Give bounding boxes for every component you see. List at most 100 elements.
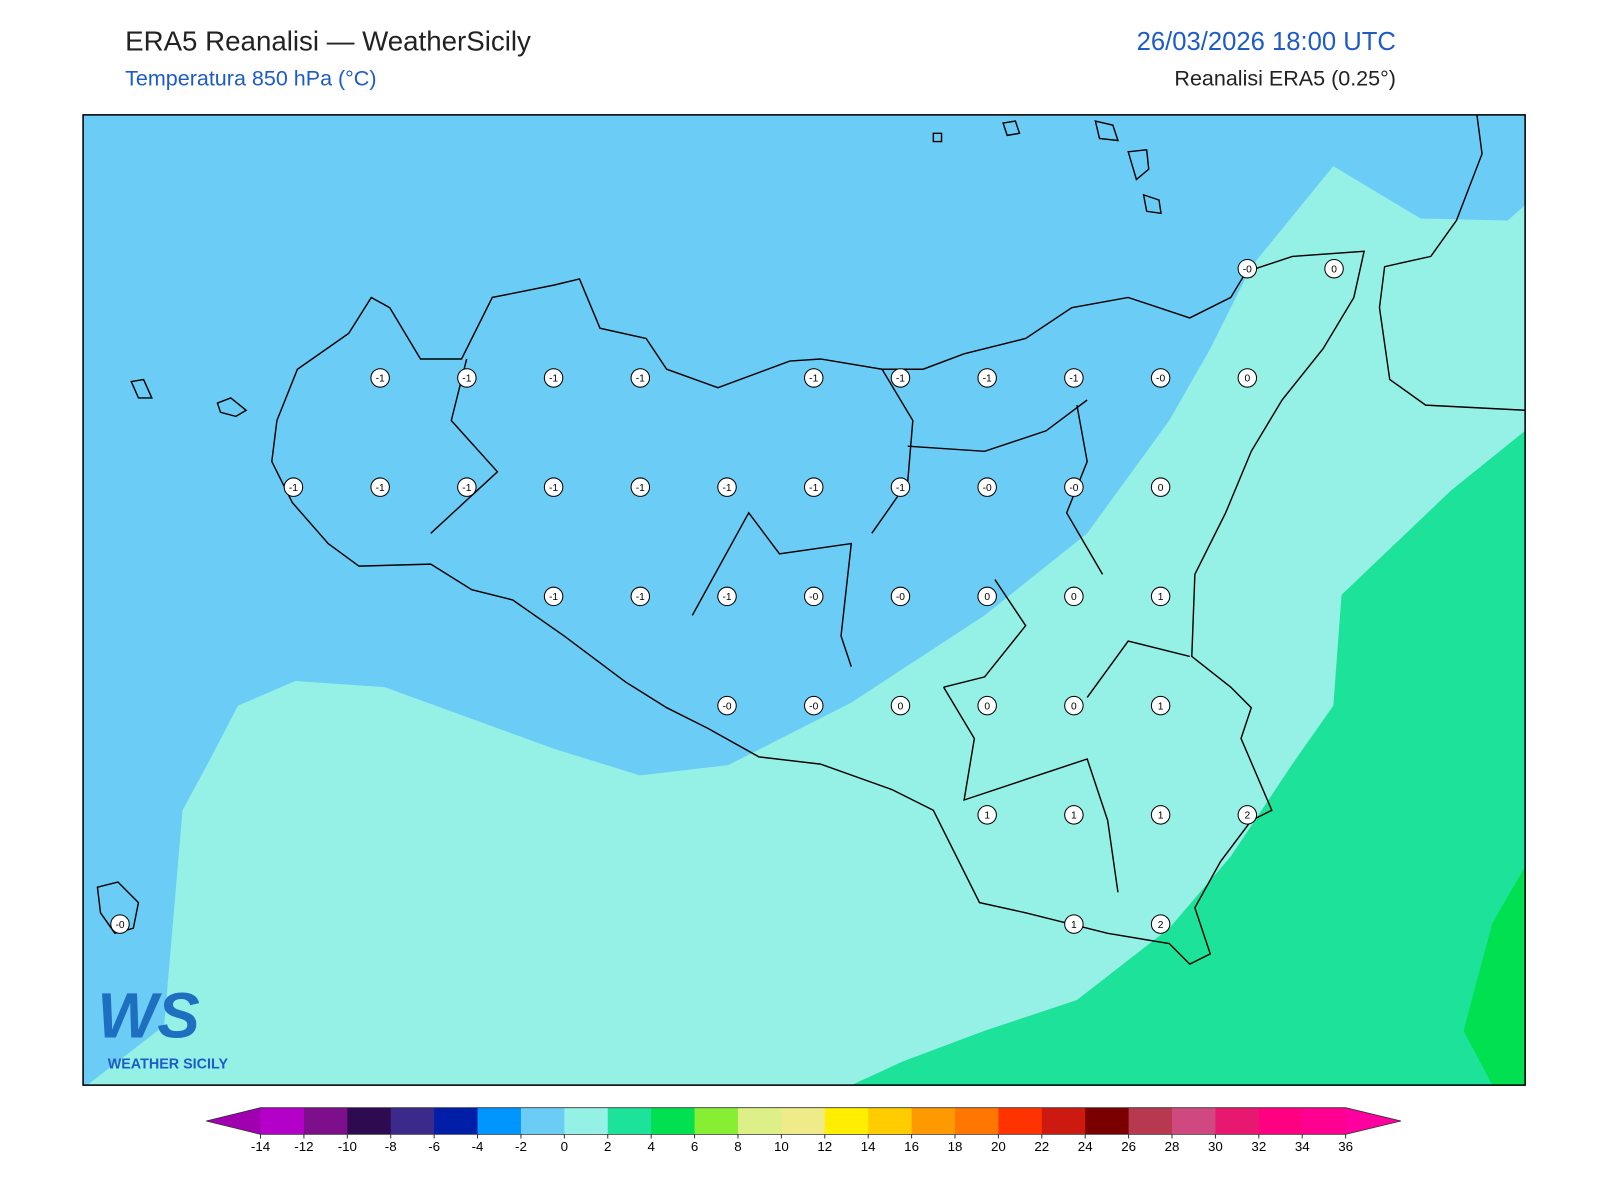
- station-value: 0: [1071, 592, 1077, 603]
- colorbar-label: -2: [515, 1139, 527, 1154]
- station-marker: [890, 695, 911, 716]
- coastline: [1378, 114, 1526, 411]
- station-marker: [543, 586, 564, 607]
- station-value: -0: [896, 592, 905, 603]
- logo-mark: WS: [97, 980, 199, 1051]
- station-value: -1: [289, 483, 298, 494]
- station-value: -0: [983, 483, 992, 494]
- station-value: -0: [1069, 483, 1078, 494]
- station-marker: [457, 477, 477, 497]
- colorbar-segment: [520, 1107, 565, 1135]
- colorbar-label: 20: [991, 1139, 1006, 1154]
- station-value: -0: [809, 701, 818, 712]
- station-marker: [977, 805, 997, 825]
- station-marker: [717, 586, 737, 607]
- station-marker: [717, 477, 737, 497]
- station-marker: [543, 477, 564, 497]
- colorbar-label: 8: [734, 1139, 741, 1154]
- station-marker: [1237, 805, 1258, 825]
- station-value: -0: [722, 701, 731, 712]
- station-marker: [1150, 477, 1171, 497]
- station-marker: [1064, 477, 1084, 497]
- station-value: 2: [1158, 920, 1164, 931]
- station-value: -1: [462, 483, 471, 494]
- station-marker: [1064, 805, 1084, 825]
- logo-name: WEATHER SICILY: [108, 1056, 229, 1072]
- colorbar-label: 12: [817, 1139, 832, 1154]
- station-value: -1: [809, 483, 818, 494]
- station-value: 1: [1071, 920, 1077, 931]
- station-marker: [977, 695, 997, 716]
- station-value: -1: [636, 592, 645, 603]
- colorbar-segment: [434, 1107, 479, 1135]
- temp-band: [851, 430, 1526, 1086]
- colorbar-segment: [824, 1107, 869, 1135]
- colorbar-label: 4: [647, 1139, 655, 1154]
- coastline: [271, 250, 1366, 965]
- colorbar-segment: [911, 1107, 956, 1135]
- colorbar-label: 28: [1165, 1139, 1180, 1154]
- station-marker: [977, 477, 997, 497]
- colorbar-segment: [303, 1107, 348, 1135]
- colorbar-label: -10: [338, 1139, 357, 1154]
- station-marker: [630, 368, 651, 388]
- station-value: 0: [1331, 264, 1337, 275]
- station-value: 0: [1244, 374, 1250, 385]
- colorbar-segment: [954, 1107, 999, 1135]
- colorbar-segment: [1302, 1107, 1347, 1135]
- colorbar-label: 22: [1034, 1139, 1049, 1154]
- station-marker: [804, 477, 824, 497]
- colorbar-segment: [347, 1107, 392, 1135]
- station-marker: [1064, 586, 1084, 607]
- colorbar-segment: [390, 1107, 435, 1135]
- station-marker: [1150, 695, 1171, 716]
- colorbar-segment: [998, 1107, 1043, 1135]
- colorbar-segment: [564, 1107, 609, 1135]
- station-value: -1: [376, 483, 385, 494]
- station-marker: [370, 368, 390, 388]
- station-value: 2: [1244, 811, 1250, 822]
- station-value: 0: [1071, 701, 1077, 712]
- colorbar-label: 14: [861, 1139, 876, 1154]
- colorbar-segment: [868, 1107, 913, 1135]
- colorbar-segment: [781, 1107, 826, 1135]
- station-marker: [630, 586, 651, 607]
- station-value: -1: [376, 374, 385, 385]
- station-value: 1: [1071, 811, 1077, 822]
- station-value: -1: [636, 483, 645, 494]
- station-value: -1: [636, 374, 645, 385]
- station-marker: [1237, 368, 1258, 388]
- station-value: -0: [1243, 264, 1252, 275]
- colorbar-segment: [651, 1107, 696, 1135]
- station-marker: [1064, 914, 1084, 934]
- colorbar-label: 34: [1295, 1139, 1310, 1154]
- station-marker: [804, 586, 824, 607]
- station-value: -1: [722, 592, 731, 603]
- station-marker: [543, 368, 564, 388]
- colorbar-label: 6: [691, 1139, 698, 1154]
- colorbar-label: 32: [1251, 1139, 1266, 1154]
- colorbar-segment: [694, 1107, 739, 1135]
- station-value: -1: [1069, 374, 1078, 385]
- station-marker: [1150, 805, 1171, 825]
- station-marker: [717, 695, 737, 716]
- colorbar-label: -12: [294, 1139, 313, 1154]
- map-area: [83, 114, 1526, 1086]
- station-marker: [630, 477, 651, 497]
- map-frame: [82, 114, 1526, 1086]
- temp-band: [1463, 866, 1526, 1086]
- station-marker: [1150, 368, 1171, 388]
- station-value: 1: [1158, 811, 1164, 822]
- colorbar-segment: [477, 1107, 522, 1135]
- colorbar-segment: [607, 1107, 652, 1135]
- station-marker: [977, 368, 997, 388]
- colorbar-label: 0: [561, 1139, 568, 1154]
- colorbar-label: 36: [1338, 1139, 1353, 1154]
- station-marker: [890, 586, 911, 607]
- station-value: 1: [1158, 592, 1164, 603]
- colorbar-over: [1345, 1107, 1402, 1135]
- colorbar-segment: [1128, 1107, 1173, 1135]
- station-value: -1: [549, 592, 558, 603]
- station-marker: [1150, 914, 1171, 934]
